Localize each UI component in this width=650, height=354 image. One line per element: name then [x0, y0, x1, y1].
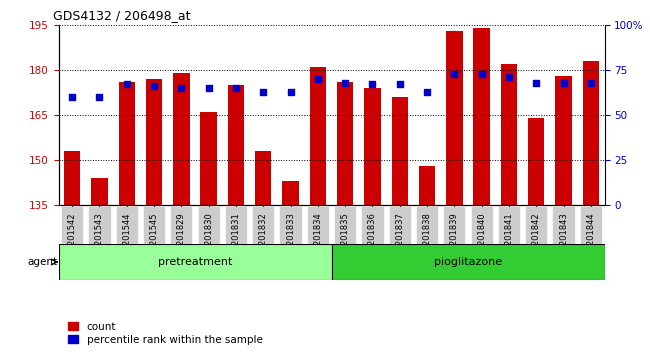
Bar [309, 67, 326, 205]
Bar [64, 151, 81, 205]
Point [531, 80, 541, 85]
Point [586, 80, 596, 85]
Bar [528, 118, 545, 205]
Point [67, 94, 77, 100]
Legend: count, percentile rank within the sample: count, percentile rank within the sample [64, 317, 266, 349]
Point [285, 89, 296, 95]
Point [340, 80, 350, 85]
Bar [473, 28, 490, 205]
Text: pioglitazone: pioglitazone [434, 257, 502, 267]
Point [176, 85, 187, 91]
Bar [58, 244, 332, 280]
Point [449, 71, 460, 76]
Point [422, 89, 432, 95]
Text: agent: agent [27, 257, 57, 267]
Bar [200, 112, 217, 205]
Bar [255, 151, 272, 205]
Bar [332, 244, 604, 280]
Text: pretreatment: pretreatment [158, 257, 232, 267]
Bar [337, 82, 354, 205]
Bar [582, 61, 599, 205]
Point [504, 74, 514, 80]
Point [558, 80, 569, 85]
Bar [118, 82, 135, 205]
Bar [282, 181, 299, 205]
Point [476, 71, 487, 76]
Bar [446, 31, 463, 205]
Bar [227, 85, 244, 205]
Bar [91, 178, 108, 205]
Text: GDS4132 / 206498_at: GDS4132 / 206498_at [53, 9, 190, 22]
Point [94, 94, 105, 100]
Point [258, 89, 268, 95]
Point [203, 85, 214, 91]
Bar [555, 76, 572, 205]
Point [313, 76, 323, 82]
Bar [391, 97, 408, 205]
Point [231, 85, 241, 91]
Point [367, 81, 378, 87]
Bar [364, 88, 381, 205]
Bar [419, 166, 436, 205]
Bar [500, 64, 517, 205]
Bar [173, 73, 190, 205]
Point [395, 81, 405, 87]
Point [122, 81, 132, 87]
Point [149, 83, 159, 89]
Bar [146, 79, 162, 205]
